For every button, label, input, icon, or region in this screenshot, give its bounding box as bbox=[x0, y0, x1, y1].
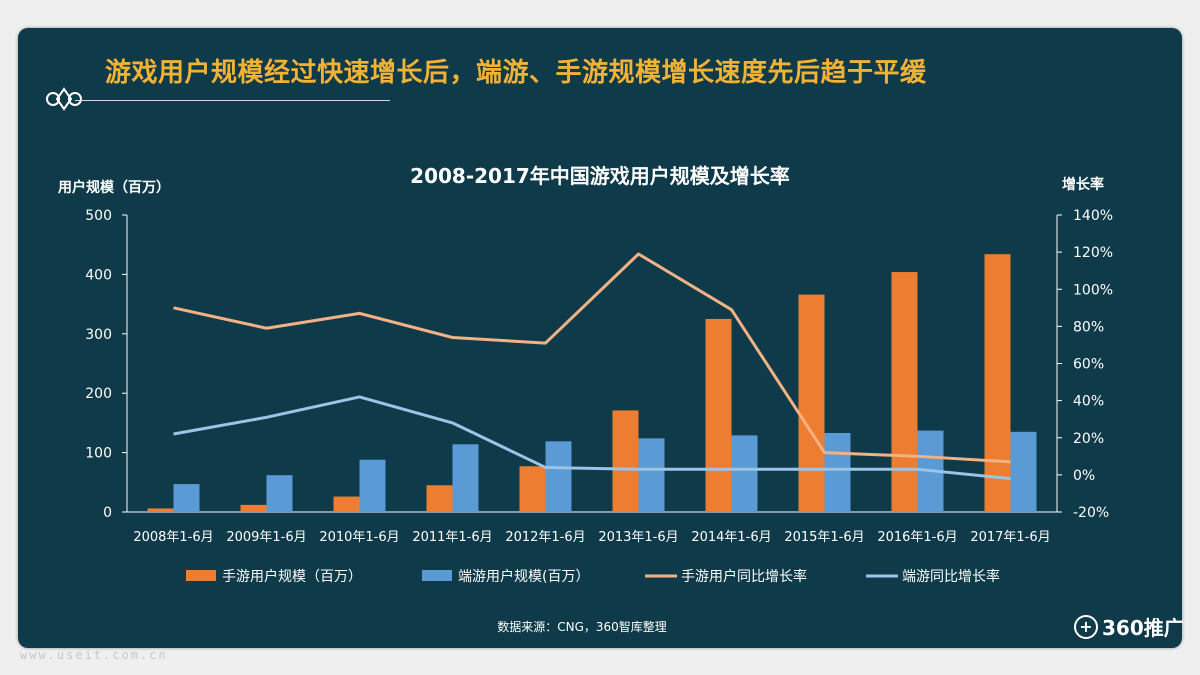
right-tick-label: 20% bbox=[1073, 431, 1104, 447]
x-tick-label: 2009年1-6月 bbox=[226, 530, 306, 545]
pc-users-bar bbox=[824, 432, 851, 512]
mobile-growth-line bbox=[173, 252, 1011, 464]
right-tick-label: -20% bbox=[1073, 505, 1109, 521]
chart-title: 2008-2017年中国游戏用户规模及增长率 bbox=[410, 164, 790, 188]
source-note: 数据来源：CNG，360智库整理 bbox=[497, 620, 667, 634]
plus-icon: + bbox=[1074, 614, 1098, 639]
pc-users-bar bbox=[731, 435, 758, 512]
left-tick-label: 300 bbox=[85, 327, 112, 343]
pc-users-bar bbox=[452, 444, 479, 512]
left-axis-label: 用户规模（百万） bbox=[58, 179, 170, 196]
watermark: www.useit.com.cn bbox=[20, 648, 168, 662]
brand-logo: + 360推广 bbox=[1074, 612, 1184, 641]
left-tick-label: 400 bbox=[85, 267, 112, 283]
mobile-users-bar bbox=[705, 318, 732, 512]
right-tick-label: 140% bbox=[1073, 208, 1113, 224]
mobile-users-bar bbox=[798, 294, 825, 512]
legend-mobile-growth-label: 手游用户同比增长率 bbox=[681, 568, 807, 585]
x-tick-label: 2016年1-6月 bbox=[877, 530, 957, 545]
right-tick-label: 40% bbox=[1073, 394, 1104, 410]
left-tick-label: 100 bbox=[85, 446, 112, 462]
x-tick-label: 2012年1-6月 bbox=[505, 530, 585, 545]
title-underline bbox=[75, 100, 390, 101]
mobile-users-bar bbox=[612, 410, 639, 512]
mobile-users-bar bbox=[519, 466, 546, 512]
x-tick-label: 2011年1-6月 bbox=[412, 530, 492, 545]
left-tick-label: 500 bbox=[85, 208, 112, 224]
mobile-users-bar bbox=[240, 504, 267, 512]
pc-users-bar bbox=[173, 484, 200, 512]
right-tick-label: 60% bbox=[1073, 357, 1104, 373]
x-tick-label: 2015年1-6月 bbox=[784, 530, 864, 545]
mobile-users-bar bbox=[147, 508, 174, 512]
x-tick-label: 2014年1-6月 bbox=[691, 530, 771, 545]
x-tick-label: 2013年1-6月 bbox=[598, 530, 678, 545]
pc-users-bar bbox=[266, 475, 293, 512]
right-axis-label: 增长率 bbox=[1062, 176, 1104, 193]
left-tick-label: 200 bbox=[85, 386, 112, 402]
legend-pc-growth-label: 端游同比增长率 bbox=[902, 568, 1000, 585]
pc-growth-line bbox=[173, 395, 1011, 481]
mobile-users-bar bbox=[333, 496, 360, 512]
mobile-users-bar bbox=[891, 272, 918, 512]
right-tick-label: 120% bbox=[1073, 245, 1113, 261]
diamond-ornament-icon bbox=[46, 87, 82, 111]
mobile-users-bar bbox=[984, 254, 1011, 513]
right-tick-label: 80% bbox=[1073, 319, 1104, 335]
legend-pc-users-swatch bbox=[422, 570, 452, 581]
left-tick-label: 0 bbox=[103, 505, 112, 521]
right-tick-label: 0% bbox=[1073, 468, 1095, 484]
x-tick-label: 2010年1-6月 bbox=[319, 530, 399, 545]
page-title: 游戏用户规模经过快速增长后，端游、手游规模增长速度先后趋于平缓 bbox=[105, 58, 927, 88]
pc-users-bar bbox=[545, 441, 572, 512]
legend-mobile-users-label: 手游用户规模（百万） bbox=[222, 568, 362, 585]
pc-users-bar bbox=[638, 438, 665, 512]
x-tick-label: 2008年1-6月 bbox=[133, 530, 213, 545]
legend-mobile-users-swatch bbox=[186, 570, 216, 581]
logo-text: 360推广 bbox=[1102, 616, 1184, 640]
right-tick-label: 100% bbox=[1073, 282, 1113, 298]
pc-users-bar bbox=[359, 459, 386, 512]
legend-pc-users-label: 端游用户规模(百万） bbox=[458, 568, 589, 585]
mobile-users-bar bbox=[426, 485, 453, 512]
x-tick-label: 2017年1-6月 bbox=[970, 530, 1050, 545]
pc-users-bar bbox=[1010, 431, 1037, 512]
